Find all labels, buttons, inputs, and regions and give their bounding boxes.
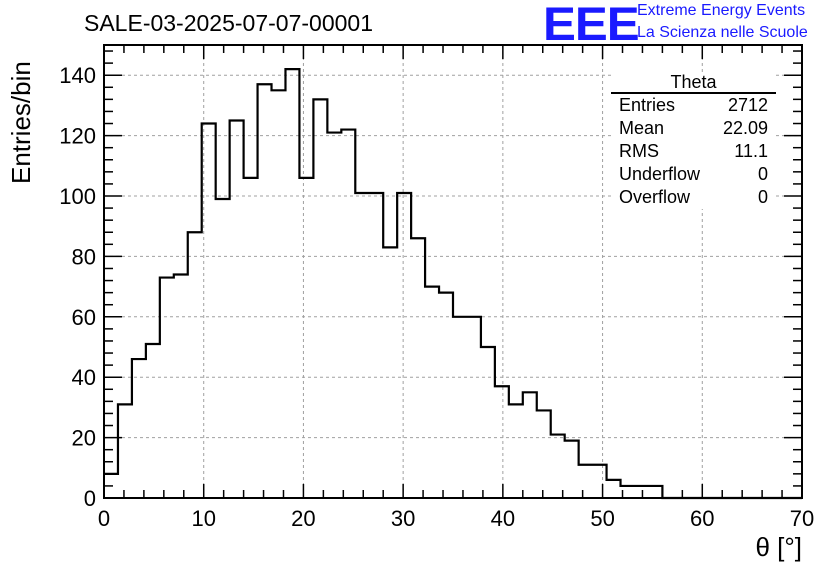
histogram-bin xyxy=(453,317,467,498)
histogram-series xyxy=(104,68,802,500)
logo-text-line1: Extreme Energy Events xyxy=(637,2,806,19)
axis-tick-labels: 0 10 20 30 40 50 60 70 0 20 40 60 80 100 120 140 xyxy=(59,63,814,531)
stats-row-underflow: Underflow 0 xyxy=(611,163,776,186)
x-tick-label: 60 xyxy=(690,506,714,531)
histogram-bin xyxy=(509,404,523,498)
x-tick-label: 50 xyxy=(590,506,614,531)
histogram-bin xyxy=(369,193,383,498)
histogram-bin xyxy=(146,344,160,498)
histogram-bin xyxy=(495,386,509,498)
axis-ticks xyxy=(103,45,803,499)
y-axis-label-wrap: Entries/bin xyxy=(6,61,38,185)
histogram-bin xyxy=(355,193,369,498)
histogram-bin xyxy=(579,465,593,498)
stats-value: 22.09 xyxy=(722,118,768,138)
histogram-line xyxy=(104,68,802,500)
x-axis-label: θ [°] xyxy=(755,532,802,562)
x-tick-label: 20 xyxy=(291,506,315,531)
histogram-bin xyxy=(327,133,341,498)
stats-label: Underflow xyxy=(619,164,701,184)
histogram-bin xyxy=(593,465,607,498)
histogram-bin xyxy=(132,359,146,498)
histogram-bin xyxy=(523,392,537,498)
logo-text-line2: La Scienza nelle Scuole xyxy=(637,24,808,41)
stats-row-mean: Mean 22.09 xyxy=(611,117,776,140)
x-tick-label: 10 xyxy=(191,506,215,531)
histogram-bin xyxy=(202,124,216,498)
stats-label: Overflow xyxy=(619,187,691,207)
chart-title: SALE-03-2025-07-07-00001 xyxy=(84,10,373,36)
x-tick-label: 0 xyxy=(98,506,110,531)
histogram-bin xyxy=(439,293,453,498)
y-tick-label: 120 xyxy=(59,124,96,149)
x-tick-label: 70 xyxy=(790,506,814,531)
histogram-bin xyxy=(467,317,481,498)
histogram-bin xyxy=(565,441,579,498)
histogram-bin xyxy=(481,347,495,498)
stats-value: 0 xyxy=(757,187,768,207)
histogram-bin xyxy=(537,410,551,498)
histogram-bin xyxy=(118,404,132,498)
stats-value: 0 xyxy=(757,164,768,184)
histogram-bin xyxy=(258,84,272,498)
stats-value: 11.1 xyxy=(734,141,768,161)
histogram-bin xyxy=(285,69,299,498)
histogram-bin xyxy=(607,480,621,498)
histogram-bin xyxy=(174,275,188,498)
histogram-bin xyxy=(383,247,397,498)
histogram-bin xyxy=(634,486,648,498)
stats-value: 2712 xyxy=(727,95,768,115)
histogram-bin xyxy=(272,90,286,498)
stats-label: Mean xyxy=(619,118,665,138)
stats-label: RMS xyxy=(619,141,659,161)
y-tick-label: 60 xyxy=(72,305,96,330)
histogram-bin xyxy=(411,238,425,498)
histogram-bin xyxy=(648,486,662,498)
y-axis-label: Entries/bin xyxy=(6,61,36,184)
stats-row-entries: Entries 2712 xyxy=(611,94,776,117)
histogram-bin xyxy=(397,193,411,498)
stats-row-overflow: Overflow 0 xyxy=(611,186,776,209)
histogram-bin xyxy=(551,435,565,498)
histogram-bin xyxy=(188,232,202,498)
y-tick-label: 80 xyxy=(72,244,96,269)
histogram-bin xyxy=(244,178,258,498)
histogram-bin xyxy=(299,178,313,498)
eee-logo: EEE xyxy=(543,0,640,50)
stats-label: Entries xyxy=(619,95,676,115)
y-tick-label: 40 xyxy=(72,365,96,390)
plot-frame xyxy=(103,44,803,499)
stats-box: Theta Entries 2712 Mean 22.09 RMS 11.1 U… xyxy=(611,72,776,209)
histogram-bin xyxy=(230,121,244,499)
histogram-bin xyxy=(313,99,327,498)
x-tick-label: 30 xyxy=(391,506,415,531)
y-tick-label: 0 xyxy=(84,486,96,511)
y-tick-label: 140 xyxy=(59,63,96,88)
stats-title: Theta xyxy=(611,72,776,94)
histogram-bin xyxy=(216,199,230,498)
stats-row-rms: RMS 11.1 xyxy=(611,140,776,163)
x-tick-label: 40 xyxy=(491,506,515,531)
histogram-bin xyxy=(425,287,439,498)
histogram-bin xyxy=(341,130,355,498)
y-tick-label: 100 xyxy=(59,184,96,209)
y-tick-label: 20 xyxy=(72,426,96,451)
histogram-bin xyxy=(160,278,174,498)
